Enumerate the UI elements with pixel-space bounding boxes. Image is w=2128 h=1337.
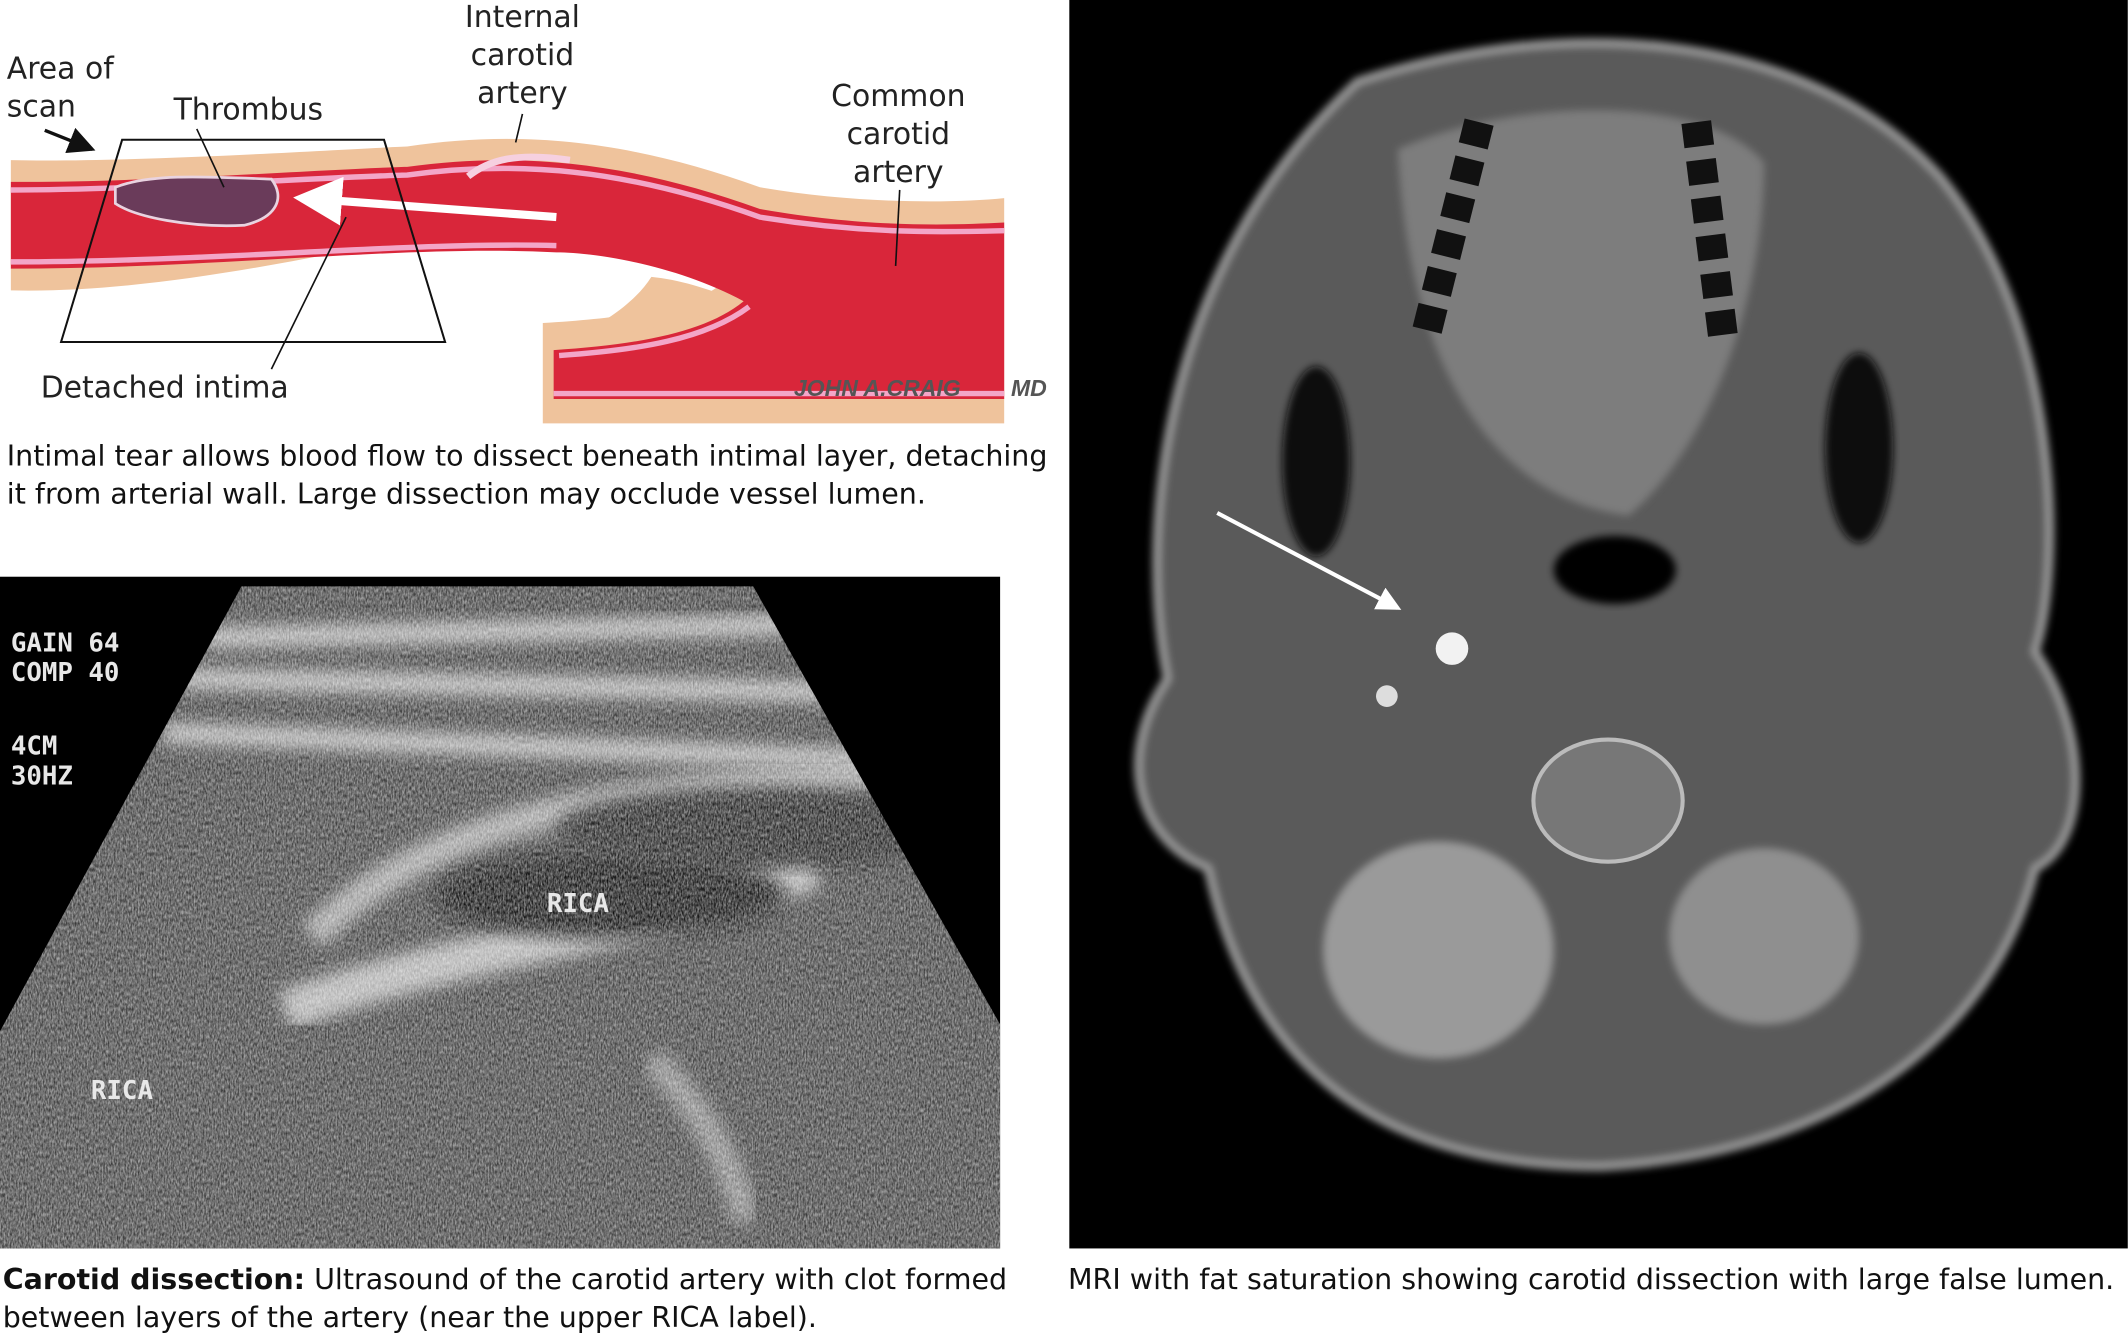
ultrasound: GAIN 64 COMP 40 4CM 30HZ RICA RICA Carot… [0, 576, 1007, 1334]
caption-text: Ultrasound of the carotid artery with cl… [305, 1263, 1007, 1296]
flow-arrow [293, 176, 557, 226]
leader [514, 113, 524, 143]
label: Common [831, 79, 965, 114]
overlay-text: GAIN 64 [11, 628, 120, 658]
ultrasound-label: RICA [547, 889, 610, 919]
label: Internal [465, 0, 580, 35]
overlay-text: 30HZ [11, 761, 73, 791]
crotch [569, 276, 740, 340]
detached-intima [466, 153, 571, 180]
ultrasound-label: RICA [91, 1076, 154, 1106]
caption: Carotid dissection: Ultrasound of the ca… [3, 1263, 1007, 1296]
leader [196, 128, 225, 188]
artery-illustration: Area of scan Thrombus Internal carotid a… [7, 0, 1048, 510]
leader [44, 127, 96, 154]
scan-area [59, 138, 447, 343]
intima [10, 165, 1005, 397]
thrombus [113, 175, 280, 228]
overlay-text: COMP 40 [11, 658, 120, 688]
caption-bold: Carotid dissection: [3, 1263, 305, 1296]
label: artery [853, 155, 944, 190]
leader [894, 189, 901, 267]
caption: it from arterial wall. Large dissection … [7, 477, 926, 510]
mri-arrow [1216, 511, 1402, 610]
label: scan [7, 90, 76, 125]
mri: MRI with fat saturation showing carotid … [1068, 0, 2128, 1296]
signature: MD [1011, 375, 1047, 401]
label: Thrombus [173, 92, 323, 127]
caption: between layers of the artery (near the u… [3, 1301, 817, 1334]
caption: Intimal tear allows blood flow to dissec… [7, 439, 1048, 472]
leader [270, 216, 347, 370]
caption: MRI with fat saturation showing carotid … [1068, 1263, 2114, 1296]
signature: JOHN A.CRAIG [794, 375, 961, 401]
label: carotid [471, 38, 575, 73]
overlay-text: 4CM [11, 731, 58, 761]
label: Detached intima [41, 371, 289, 406]
label: Area of [7, 52, 115, 87]
label: artery [477, 76, 568, 111]
label: carotid [847, 117, 951, 152]
